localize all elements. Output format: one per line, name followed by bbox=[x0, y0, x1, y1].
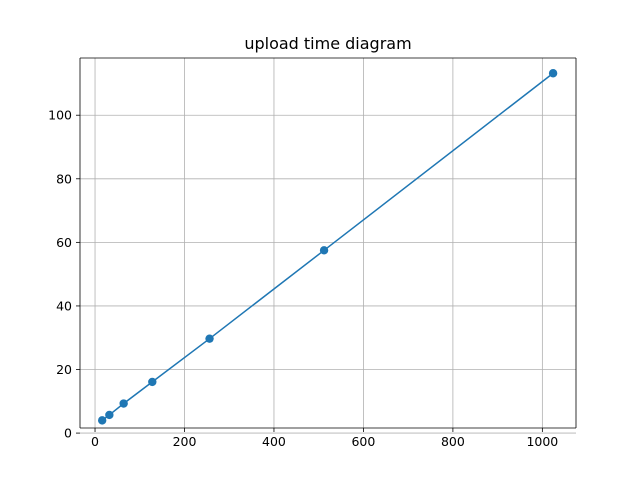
x-tick-label: 600 bbox=[351, 434, 375, 449]
chart-title: upload time diagram bbox=[244, 34, 411, 53]
data-point bbox=[119, 399, 128, 408]
x-tick-label: 200 bbox=[173, 434, 197, 449]
x-tick-label: 400 bbox=[262, 434, 286, 449]
y-tick-label: 100 bbox=[48, 108, 72, 123]
x-tick-label: 1000 bbox=[526, 434, 558, 449]
y-tick-label: 80 bbox=[56, 171, 72, 186]
data-point bbox=[97, 416, 107, 425]
grid-lines bbox=[80, 58, 576, 434]
data-point bbox=[319, 246, 329, 255]
y-tick-label: 40 bbox=[56, 298, 72, 313]
x-tick-label: 0 bbox=[91, 434, 99, 449]
series-layer bbox=[97, 69, 558, 425]
data-point bbox=[148, 377, 157, 387]
axes bbox=[79, 57, 577, 429]
x-tick-label: 800 bbox=[441, 434, 465, 449]
data-point bbox=[548, 69, 558, 78]
data-point bbox=[105, 410, 114, 420]
y-tick-label: 20 bbox=[56, 362, 72, 377]
data-point bbox=[205, 334, 214, 343]
y-tick-label: 0 bbox=[64, 426, 72, 441]
ticks: 0 200 400 600 800 1000 0 20 40 60 80 100 bbox=[48, 108, 558, 449]
y-tick-label: 60 bbox=[56, 235, 72, 250]
